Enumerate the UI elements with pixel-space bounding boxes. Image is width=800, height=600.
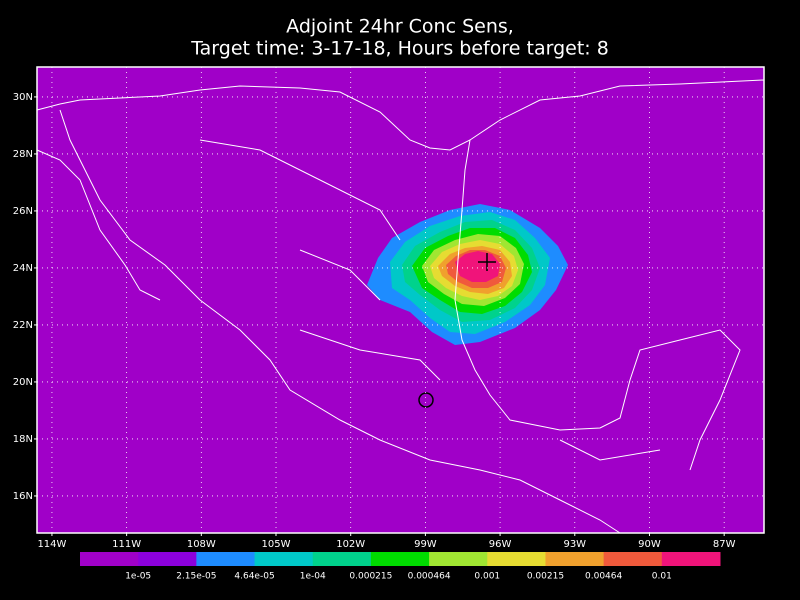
colorbar-swatch	[545, 552, 605, 566]
colorbar-swatch	[603, 552, 663, 566]
colorbar-label: 2.15e-05	[176, 572, 216, 582]
lat-tick-label: 16N	[13, 491, 33, 502]
colorbar-label: 1e-04	[300, 572, 326, 582]
lon-tick-label: 93W	[563, 539, 586, 550]
colorbar-swatch	[370, 552, 430, 566]
colorbar-label: 0.00464	[585, 572, 622, 582]
colorbar-swatch	[80, 552, 139, 566]
colorbar-label: 4.64e-05	[234, 572, 274, 582]
colorbar-label: 0.01	[652, 572, 672, 582]
colorbar-swatch	[661, 552, 721, 566]
colorbar: 1e-05 2.15e-05 4.64e-05 1e-04 0.000215 0.0004…	[80, 552, 721, 582]
colorbar-label: 0.001	[474, 572, 500, 582]
lat-tick-label: 24N	[13, 263, 33, 274]
lon-tick-label: 90W	[638, 539, 661, 550]
lon-tick-label: 96W	[489, 539, 512, 550]
colorbar-swatch	[196, 552, 256, 566]
lon-tick-label: 105W	[262, 539, 291, 550]
colorbar-swatch	[138, 552, 197, 566]
lon-tick-label: 114W	[37, 539, 66, 550]
lon-tick-label: 111W	[112, 539, 141, 550]
lat-tick-label: 30N	[13, 92, 33, 103]
axis-ticks: 30N 28N 26N 24N 22N 20N 18N 16N 114W 111W 108W 105W…	[13, 92, 736, 550]
map-frame	[36, 66, 765, 534]
title-line: Target time: 3-17-18, Hours before targe…	[190, 38, 609, 60]
lon-tick-label: 102W	[336, 539, 365, 550]
colorbar-label: 0.00215	[527, 572, 564, 582]
lon-tick-label: 87W	[713, 539, 736, 550]
colorbar-swatch	[254, 552, 314, 566]
lon-tick-label: 108W	[187, 539, 216, 550]
grid	[37, 67, 764, 533]
lat-tick-label: 22N	[13, 320, 33, 331]
lat-tick-label: 20N	[13, 377, 33, 388]
colorbar-label: 0.000215	[349, 572, 392, 582]
lat-tick-label: 18N	[13, 434, 33, 445]
colorbar-label: 0.000464	[408, 572, 451, 582]
colorbar-swatch	[429, 552, 488, 566]
colorbar-swatch	[312, 552, 372, 566]
plot-area	[36, 66, 765, 534]
lat-tick-label: 28N	[13, 149, 33, 160]
lat-tick-label: 26N	[13, 206, 33, 217]
title-line: Adjoint 24hr Conc Sens,	[286, 16, 514, 38]
sensitivity-field	[367, 204, 568, 345]
lon-tick-label: 99W	[414, 539, 437, 550]
colorbar-label: 1e-05	[125, 572, 151, 582]
colorbar-swatch	[487, 552, 546, 566]
